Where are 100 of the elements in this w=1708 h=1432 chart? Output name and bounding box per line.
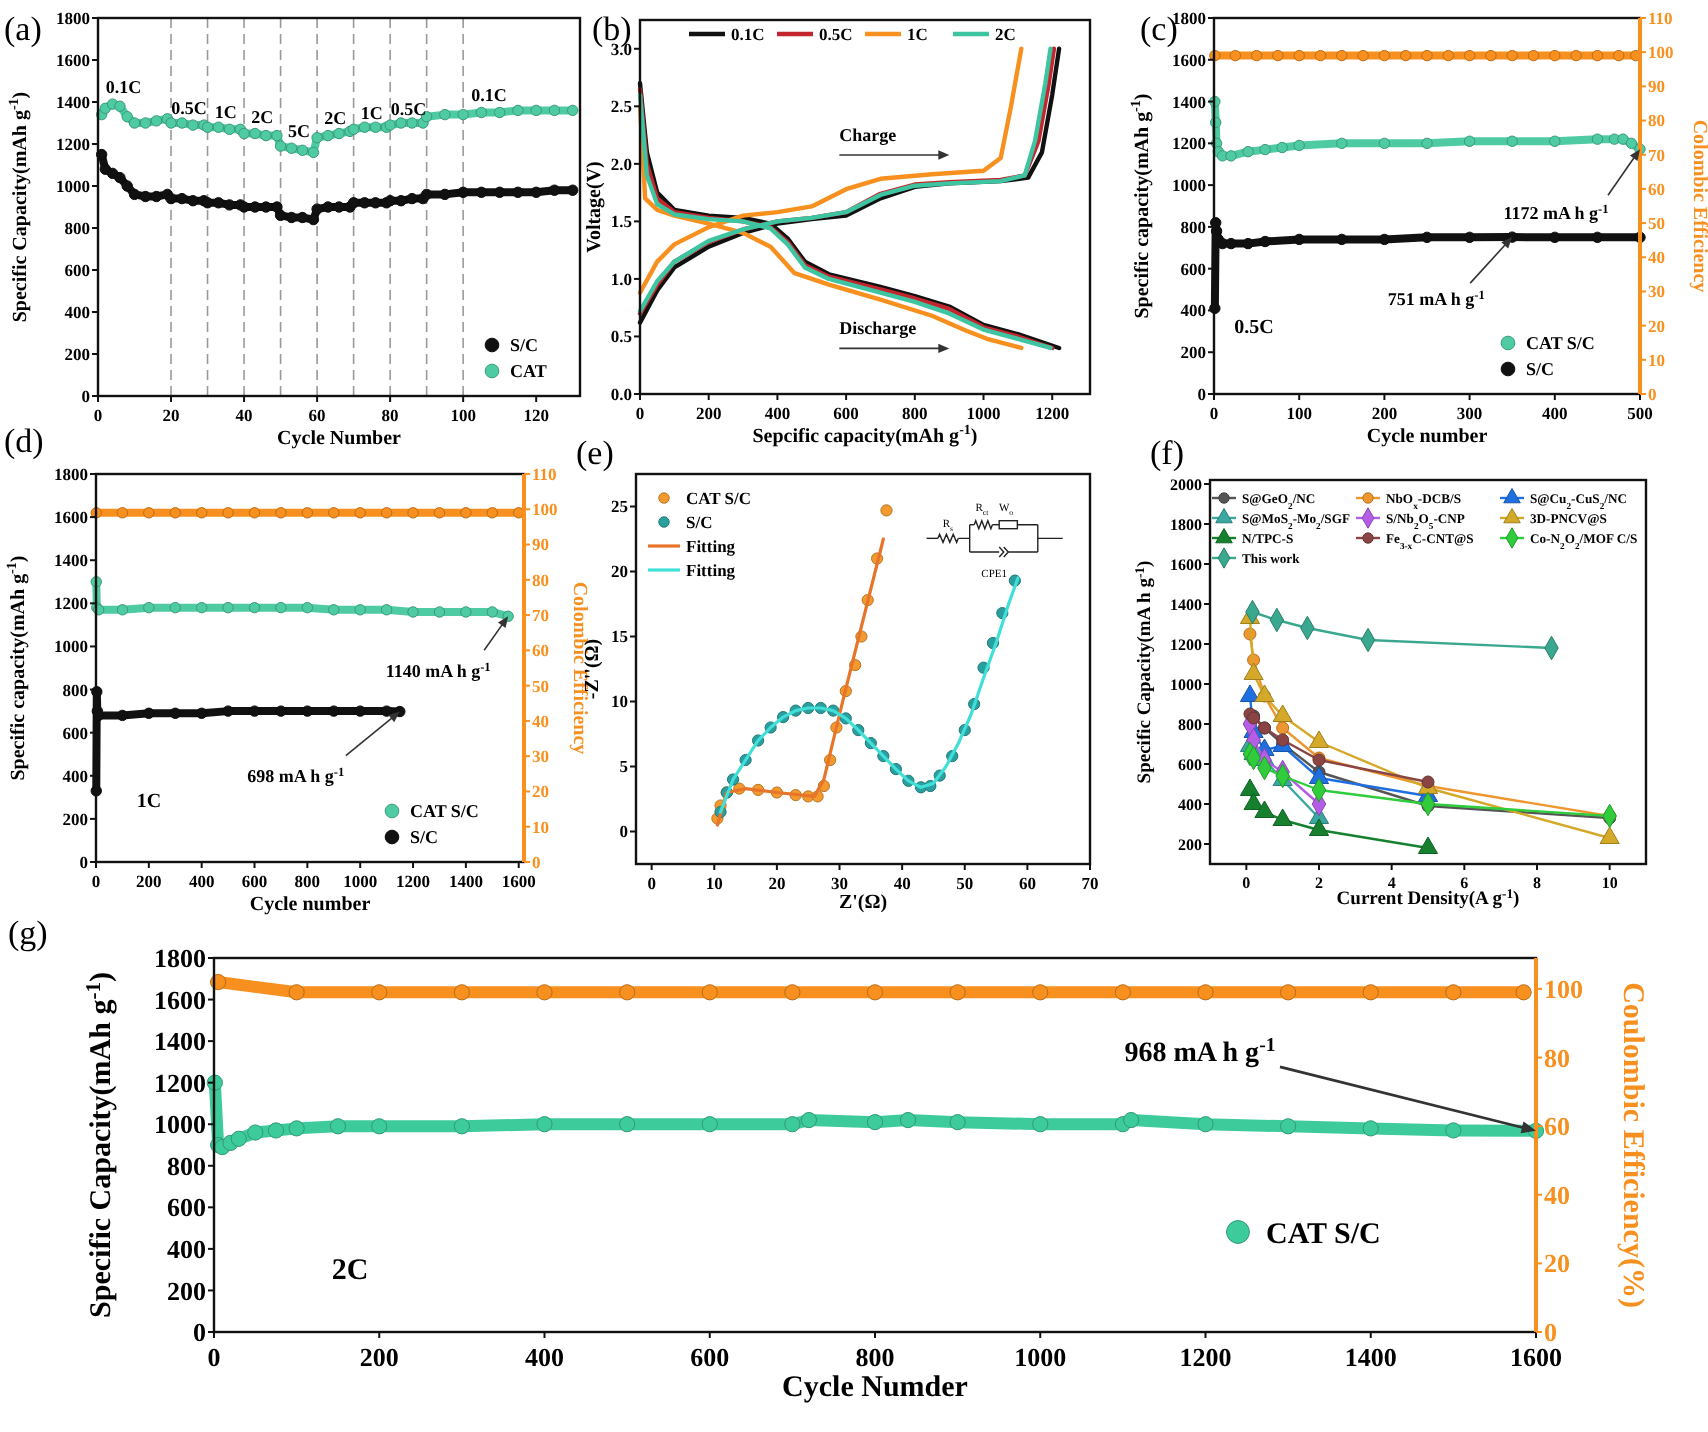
- y-tick-label: 800: [1178, 715, 1202, 734]
- legend-label: CAT S/C: [410, 801, 479, 822]
- annotation: 751 mA h g$^{-1}$: [1387, 288, 1485, 310]
- y-tick-label: 1400: [154, 1026, 206, 1057]
- y-tick-label: 1600: [1172, 49, 1206, 70]
- x-axis-title: Cycle number: [249, 894, 372, 916]
- y-tick-label: 400: [1180, 300, 1206, 321]
- legend-label: S/C: [510, 335, 539, 356]
- y-tick-label: 600: [1180, 258, 1206, 279]
- annotation: 0.1C: [471, 85, 507, 106]
- annotation: 1140 mA h g$^{-1}$: [385, 659, 491, 681]
- x-tick-label: 100: [450, 405, 476, 425]
- x-tick-label: 800: [902, 403, 928, 423]
- y-tick-label: 1000: [1170, 675, 1202, 694]
- x-tick-label: 200: [359, 1342, 399, 1372]
- y-tick-label: 25: [611, 496, 628, 517]
- x-axis-title: Cycle Number: [277, 428, 403, 450]
- y-tick-label: 800: [62, 679, 88, 700]
- legend-label: 0.5C: [819, 23, 853, 44]
- chart-title: (g): [8, 914, 48, 952]
- x-tick-label: 40: [893, 873, 911, 893]
- y2-tick-label: 30: [1648, 281, 1665, 302]
- x-tick-label: 2: [1315, 874, 1323, 892]
- x-tick-label: 0: [647, 873, 656, 893]
- y-tick-label: 400: [1178, 795, 1202, 814]
- legend-label: CAT: [510, 361, 547, 382]
- y2-axis-title: Colombic Efficiency: [1688, 119, 1708, 293]
- y-tick-label: 1400: [56, 91, 90, 112]
- y-tick-label: 1000: [1172, 175, 1206, 196]
- legend-label: CAT S/C: [1266, 1218, 1381, 1251]
- annotation: 1C: [360, 102, 383, 123]
- annotation: 5C: [287, 120, 310, 141]
- y-tick-label: 1.5: [610, 211, 632, 232]
- y-tick-label: 800: [167, 1150, 206, 1181]
- x-tick-label: 0: [1209, 403, 1219, 423]
- chart-title: (b): [592, 10, 632, 48]
- legend-label: 1C: [907, 23, 928, 44]
- annotation: 1C: [214, 101, 237, 122]
- y2-tick-label: 60: [1648, 178, 1665, 199]
- x-tick-label: 0: [635, 403, 645, 423]
- y-tick-label: 1000: [56, 175, 90, 196]
- y2-tick-label: 100: [1648, 42, 1674, 63]
- y-tick-label: 2.5: [610, 96, 632, 117]
- y2-tick-label: 90: [1648, 76, 1665, 97]
- x-tick-label: 400: [764, 403, 791, 423]
- y-tick-label: 1200: [1170, 635, 1202, 654]
- y2-tick-label: 80: [1648, 110, 1665, 131]
- y-tick-label: 1000: [154, 1109, 206, 1140]
- y2-tick-label: 60: [532, 640, 549, 661]
- y-tick-label: 1.0: [610, 268, 632, 289]
- y2-tick-label: 70: [1648, 144, 1665, 165]
- legend-label: CAT S/C: [1526, 333, 1595, 354]
- x-tick-label: 600: [833, 403, 859, 423]
- legend-label: Fitting: [686, 535, 737, 556]
- annotation: 2C: [251, 106, 274, 127]
- y2-tick-label: 100: [532, 499, 558, 520]
- y-tick-label: 1800: [154, 943, 206, 974]
- y-tick-label: 400: [62, 765, 88, 786]
- y-tick-label: 1200: [56, 133, 90, 154]
- x-tick-label: 200: [136, 871, 162, 891]
- x-tick-label: 1200: [396, 871, 431, 891]
- x-tick-label: 400: [1542, 403, 1568, 423]
- y-tick-label: 800: [64, 217, 90, 238]
- y2-tick-label: 40: [1544, 1179, 1570, 1210]
- y-tick-label: 200: [62, 808, 88, 829]
- y-tick-label: 200: [64, 343, 90, 364]
- x-tick-label: 600: [690, 1342, 730, 1372]
- x-axis-title: Z'(Ω): [838, 892, 888, 914]
- y-tick-label: 0.5: [610, 326, 632, 347]
- y-tick-label: 1200: [1172, 133, 1206, 154]
- x-tick-label: 60: [308, 405, 326, 425]
- chart-title: (f): [1150, 434, 1184, 472]
- x-tick-label: 1400: [448, 871, 483, 891]
- legend-label: 0.1C: [731, 23, 765, 44]
- y-axis-title: Voltage(V): [584, 161, 606, 253]
- x-tick-label: 0: [93, 405, 103, 425]
- y2-tick-label: 20: [532, 781, 549, 802]
- y-tick-label: 800: [1180, 216, 1206, 237]
- y2-tick-label: 90: [532, 534, 549, 555]
- y-tick-label: 10: [611, 691, 628, 712]
- legend-label: CAT S/C: [686, 487, 752, 508]
- x-axis-title: Cycle number: [1366, 426, 1489, 448]
- annotation: 0.1C: [105, 77, 142, 98]
- x-tick-label: 8: [1533, 874, 1541, 892]
- y-tick-label: 5: [619, 756, 628, 777]
- x-tick-label: 4: [1387, 874, 1396, 892]
- annotation: Discharge: [839, 318, 917, 339]
- y2-tick-label: 10: [1648, 349, 1665, 370]
- x-tick-label: 600: [241, 871, 268, 891]
- x-tick-label: 200: [695, 403, 722, 423]
- y-tick-label: 1800: [1170, 515, 1202, 534]
- x-tick-label: 400: [525, 1342, 564, 1372]
- legend-label: Fitting: [686, 559, 737, 580]
- legend-label: S/C: [686, 511, 713, 532]
- y2-tick-label: 20: [1544, 1248, 1570, 1279]
- y2-tick-label: 0: [1648, 383, 1657, 404]
- y-tick-label: 0: [81, 385, 90, 406]
- x-tick-label: 80: [381, 405, 399, 425]
- x-tick-label: 6: [1460, 874, 1469, 892]
- y-tick-label: 1600: [56, 49, 90, 70]
